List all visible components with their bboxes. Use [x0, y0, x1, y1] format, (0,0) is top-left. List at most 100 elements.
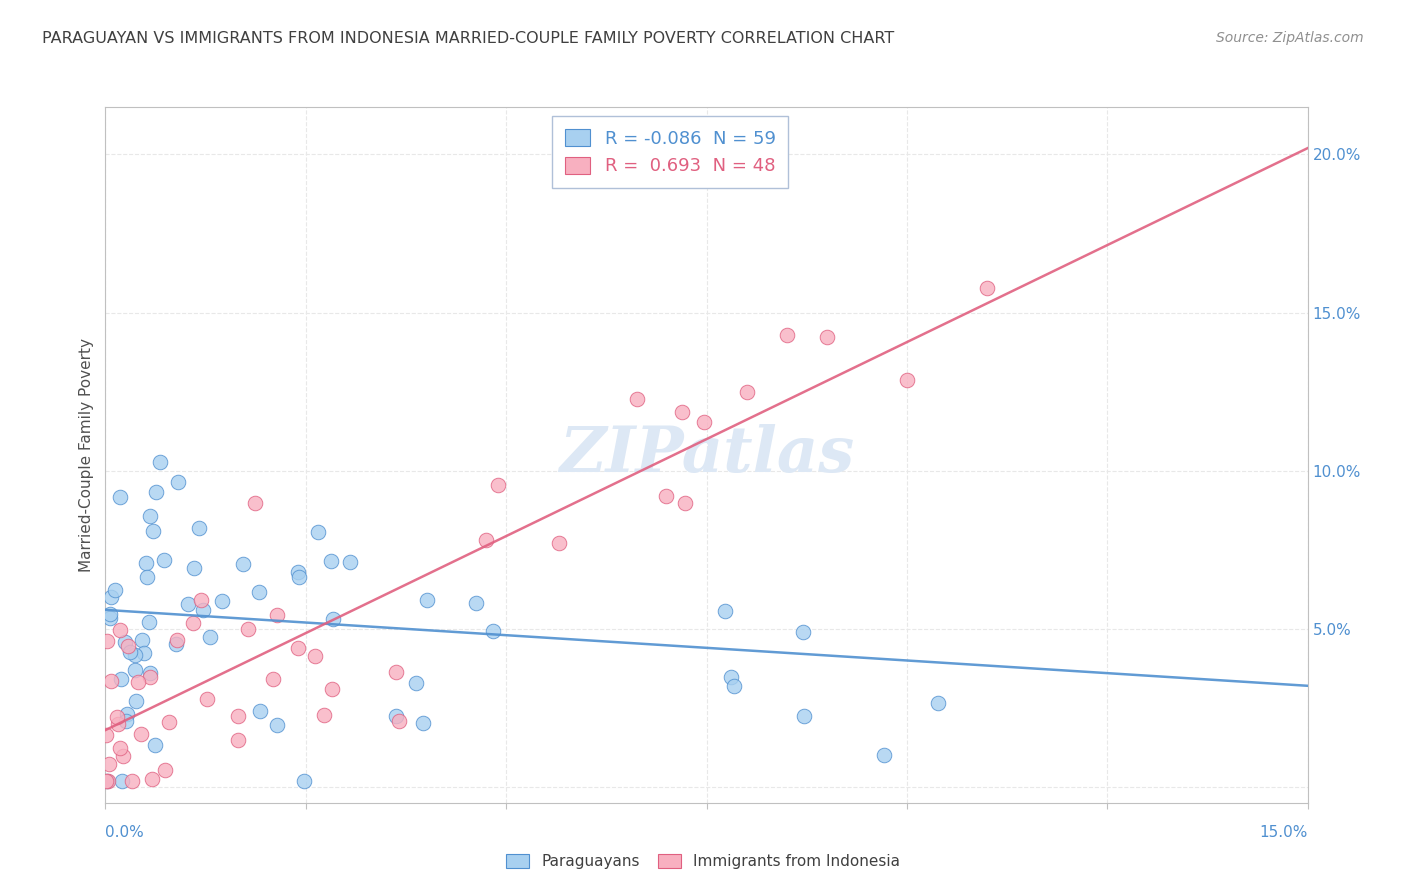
Point: [226, 708, 249, 723]
Point: [149, 455, 172, 469]
Point: [145, 485, 167, 500]
Point: [896, 373, 918, 387]
Point: [266, 718, 288, 732]
Point: [139, 666, 162, 681]
Point: [412, 716, 434, 731]
Point: [127, 674, 149, 689]
Point: [110, 623, 132, 637]
Point: [166, 632, 188, 647]
Point: [115, 706, 138, 721]
Point: [157, 714, 180, 729]
Point: [94, 773, 117, 788]
Point: [98, 611, 121, 625]
Point: [183, 560, 205, 574]
Point: [792, 625, 814, 640]
Point: [243, 496, 266, 510]
Point: [104, 583, 127, 598]
Point: [143, 738, 166, 752]
Point: [735, 385, 758, 400]
Point: [115, 714, 138, 728]
Point: [153, 553, 176, 567]
Point: [98, 757, 121, 772]
Point: [190, 593, 212, 607]
Point: [262, 672, 284, 686]
Legend: Paraguayans, Immigrants from Indonesia: Paraguayans, Immigrants from Indonesia: [501, 847, 905, 875]
Point: [117, 639, 139, 653]
Point: [226, 732, 249, 747]
Point: [211, 594, 233, 608]
Point: [125, 694, 148, 708]
Text: Source: ZipAtlas.com: Source: ZipAtlas.com: [1216, 31, 1364, 45]
Point: [927, 697, 949, 711]
Point: [673, 495, 696, 509]
Point: [100, 673, 122, 688]
Point: [671, 405, 693, 419]
Legend: R = -0.086  N = 59, R =  0.693  N = 48: R = -0.086 N = 59, R = 0.693 N = 48: [553, 116, 789, 188]
Point: [96, 773, 118, 788]
Point: [198, 630, 221, 644]
Point: [124, 663, 146, 677]
Text: ZIPatlas: ZIPatlas: [560, 425, 853, 485]
Point: [385, 665, 408, 680]
Point: [153, 763, 176, 777]
Point: [181, 615, 204, 630]
Point: [339, 555, 361, 569]
Point: [486, 478, 509, 492]
Point: [105, 710, 128, 724]
Point: [405, 675, 427, 690]
Point: [96, 728, 118, 742]
Text: 0.0%: 0.0%: [105, 825, 145, 839]
Point: [720, 670, 742, 684]
Point: [107, 716, 129, 731]
Point: [108, 491, 131, 505]
Point: [191, 603, 214, 617]
Point: [815, 329, 838, 343]
Point: [141, 772, 163, 786]
Point: [872, 748, 894, 763]
Point: [135, 556, 157, 570]
Point: [110, 672, 132, 686]
Point: [108, 741, 131, 756]
Point: [247, 584, 270, 599]
Point: [307, 524, 329, 539]
Point: [249, 704, 271, 718]
Point: [177, 597, 200, 611]
Point: [465, 596, 488, 610]
Point: [304, 649, 326, 664]
Point: [232, 557, 254, 571]
Point: [131, 727, 153, 741]
Point: [98, 607, 121, 621]
Point: [142, 524, 165, 538]
Point: [319, 554, 342, 568]
Point: [112, 749, 135, 764]
Point: [131, 632, 153, 647]
Y-axis label: Married-Couple Family Poverty: Married-Couple Family Poverty: [79, 338, 94, 572]
Point: [793, 708, 815, 723]
Text: 15.0%: 15.0%: [1260, 825, 1308, 839]
Point: [100, 590, 122, 604]
Point: [136, 569, 159, 583]
Point: [714, 604, 737, 618]
Point: [114, 635, 136, 649]
Point: [96, 634, 118, 648]
Text: PARAGUAYAN VS IMMIGRANTS FROM INDONESIA MARRIED-COUPLE FAMILY POVERTY CORRELATIO: PARAGUAYAN VS IMMIGRANTS FROM INDONESIA …: [42, 31, 894, 46]
Point: [976, 280, 998, 294]
Point: [723, 679, 745, 693]
Point: [287, 566, 309, 580]
Point: [124, 648, 146, 662]
Point: [195, 692, 218, 706]
Point: [547, 536, 569, 550]
Point: [475, 533, 498, 547]
Point: [388, 714, 411, 728]
Point: [312, 708, 335, 723]
Point: [167, 475, 190, 490]
Point: [481, 624, 503, 639]
Point: [655, 489, 678, 503]
Point: [236, 622, 259, 636]
Point: [118, 644, 141, 658]
Point: [139, 670, 162, 684]
Point: [287, 570, 309, 584]
Point: [188, 521, 211, 535]
Point: [111, 773, 134, 788]
Point: [97, 773, 120, 788]
